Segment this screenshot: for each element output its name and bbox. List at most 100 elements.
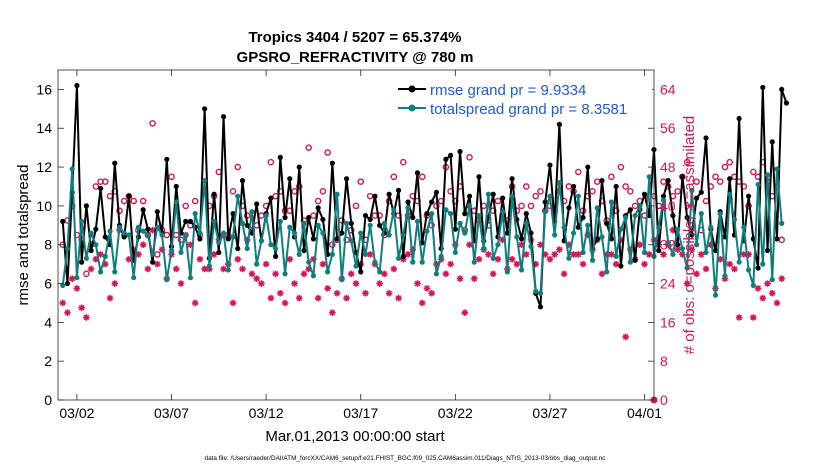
rmse-point (466, 193, 473, 199)
rmse-point (604, 220, 610, 226)
y-right-tick-label: 64 (660, 81, 676, 97)
spread-point (594, 205, 600, 211)
spread-point (589, 257, 596, 263)
rmse-point (566, 205, 572, 211)
obs-assimilated-point (560, 270, 568, 278)
rmse-point (348, 220, 354, 226)
rmse-point (490, 191, 496, 197)
spread-point (670, 251, 676, 258)
obs-assimilated-point (612, 260, 620, 268)
obs-assimilated-point (641, 260, 648, 268)
obs-assimilated-point (617, 236, 625, 244)
rmse-point (272, 253, 279, 259)
rmse-point (632, 257, 638, 263)
spread-point (419, 259, 425, 265)
obs-possible-point (418, 173, 426, 181)
rmse-point (575, 224, 581, 230)
x-axis: 03/02 03/07 03/12 03/17 03/22 03/27 04/01 (59, 70, 662, 421)
obs-possible-point (319, 188, 327, 195)
obs-assimilated-point (466, 241, 473, 249)
spread-point (561, 224, 567, 230)
obs-assimilated-point (59, 299, 67, 307)
obs-assimilated-point (764, 280, 771, 287)
obs-possible-point (726, 158, 733, 166)
obs-assimilated-point (329, 309, 336, 316)
obs-assimilated-point (352, 280, 360, 287)
obs-assimilated-point (286, 255, 294, 263)
spread-point (717, 211, 723, 217)
y-left-tick-label: 12 (36, 159, 52, 175)
spread-point (173, 199, 179, 205)
y-left-tick-label: 10 (36, 198, 52, 214)
rmse-point (585, 164, 591, 170)
rmse-point (315, 205, 321, 211)
spread-point (712, 292, 719, 298)
spread-point (381, 220, 387, 226)
spread-point (637, 203, 643, 209)
spread-point (641, 249, 648, 256)
y-right-tick-label: 56 (660, 120, 676, 136)
spread-point (580, 249, 586, 256)
rmse-point (164, 156, 170, 162)
obs-possible-point (683, 158, 691, 166)
obs-assimilated-point (423, 285, 431, 292)
spread-point (126, 232, 132, 238)
spread-point (334, 191, 340, 197)
rmse-point (60, 218, 66, 225)
rmse-point (755, 265, 761, 271)
spread-point (315, 222, 321, 228)
obs-assimilated-point (745, 251, 752, 258)
obs-assimilated-point (243, 236, 251, 244)
rmse-point (395, 187, 402, 193)
obs-assimilated-point (172, 265, 180, 273)
legend-box (394, 78, 652, 118)
spread-point (764, 172, 771, 178)
spread-point (301, 220, 307, 226)
obs-assimilated-point (556, 246, 563, 253)
obs-assimilated-point (64, 309, 71, 316)
obs-assimilated-point (177, 280, 185, 287)
rmse-point (154, 209, 160, 215)
rmse-point (244, 222, 250, 228)
spread-point (272, 245, 279, 252)
spread-point (74, 275, 80, 281)
obs-assimilated-point (92, 255, 100, 263)
obs-assimilated-point (603, 251, 610, 258)
rmse-point (746, 193, 752, 199)
spread-point (500, 209, 506, 215)
obs-possible-point (712, 173, 719, 181)
obs-assimilated-point (144, 265, 152, 273)
rmse-point (675, 242, 681, 248)
rmse-point (88, 247, 94, 254)
spread-point (211, 218, 217, 225)
spread-point (268, 242, 274, 248)
obs-assimilated-point (158, 246, 166, 253)
spread-point (547, 193, 553, 199)
spread-point (64, 245, 71, 252)
rmse-point (277, 154, 283, 160)
obs-possible-point (324, 149, 331, 156)
plot-frame (57, 69, 655, 401)
obs-assimilated-point (608, 251, 615, 258)
y-axis-right: 0 8 16 24 32 40 48 56 64 (648, 81, 676, 408)
rmse-point (343, 176, 350, 182)
obs-possible-point (674, 188, 681, 195)
rmse-point (783, 100, 790, 106)
obs-assimilated-point (201, 265, 208, 273)
obs-assimilated-point (187, 241, 194, 249)
rmse-point (727, 176, 733, 182)
rmse-point (504, 230, 510, 236)
obs-assimilated-point (499, 236, 506, 244)
rmse-point (334, 236, 340, 242)
obs-assimilated-point (470, 275, 478, 282)
spread-point (679, 245, 685, 252)
rmse-point (372, 193, 378, 199)
spread-point (727, 191, 733, 197)
spread-point (230, 234, 236, 240)
obs-assimilated-point (210, 251, 218, 258)
rmse-point (764, 247, 771, 254)
rmse-point (287, 176, 293, 182)
spread-point (168, 247, 175, 254)
spread-point (675, 226, 681, 232)
obs-assimilated-point (366, 251, 374, 258)
